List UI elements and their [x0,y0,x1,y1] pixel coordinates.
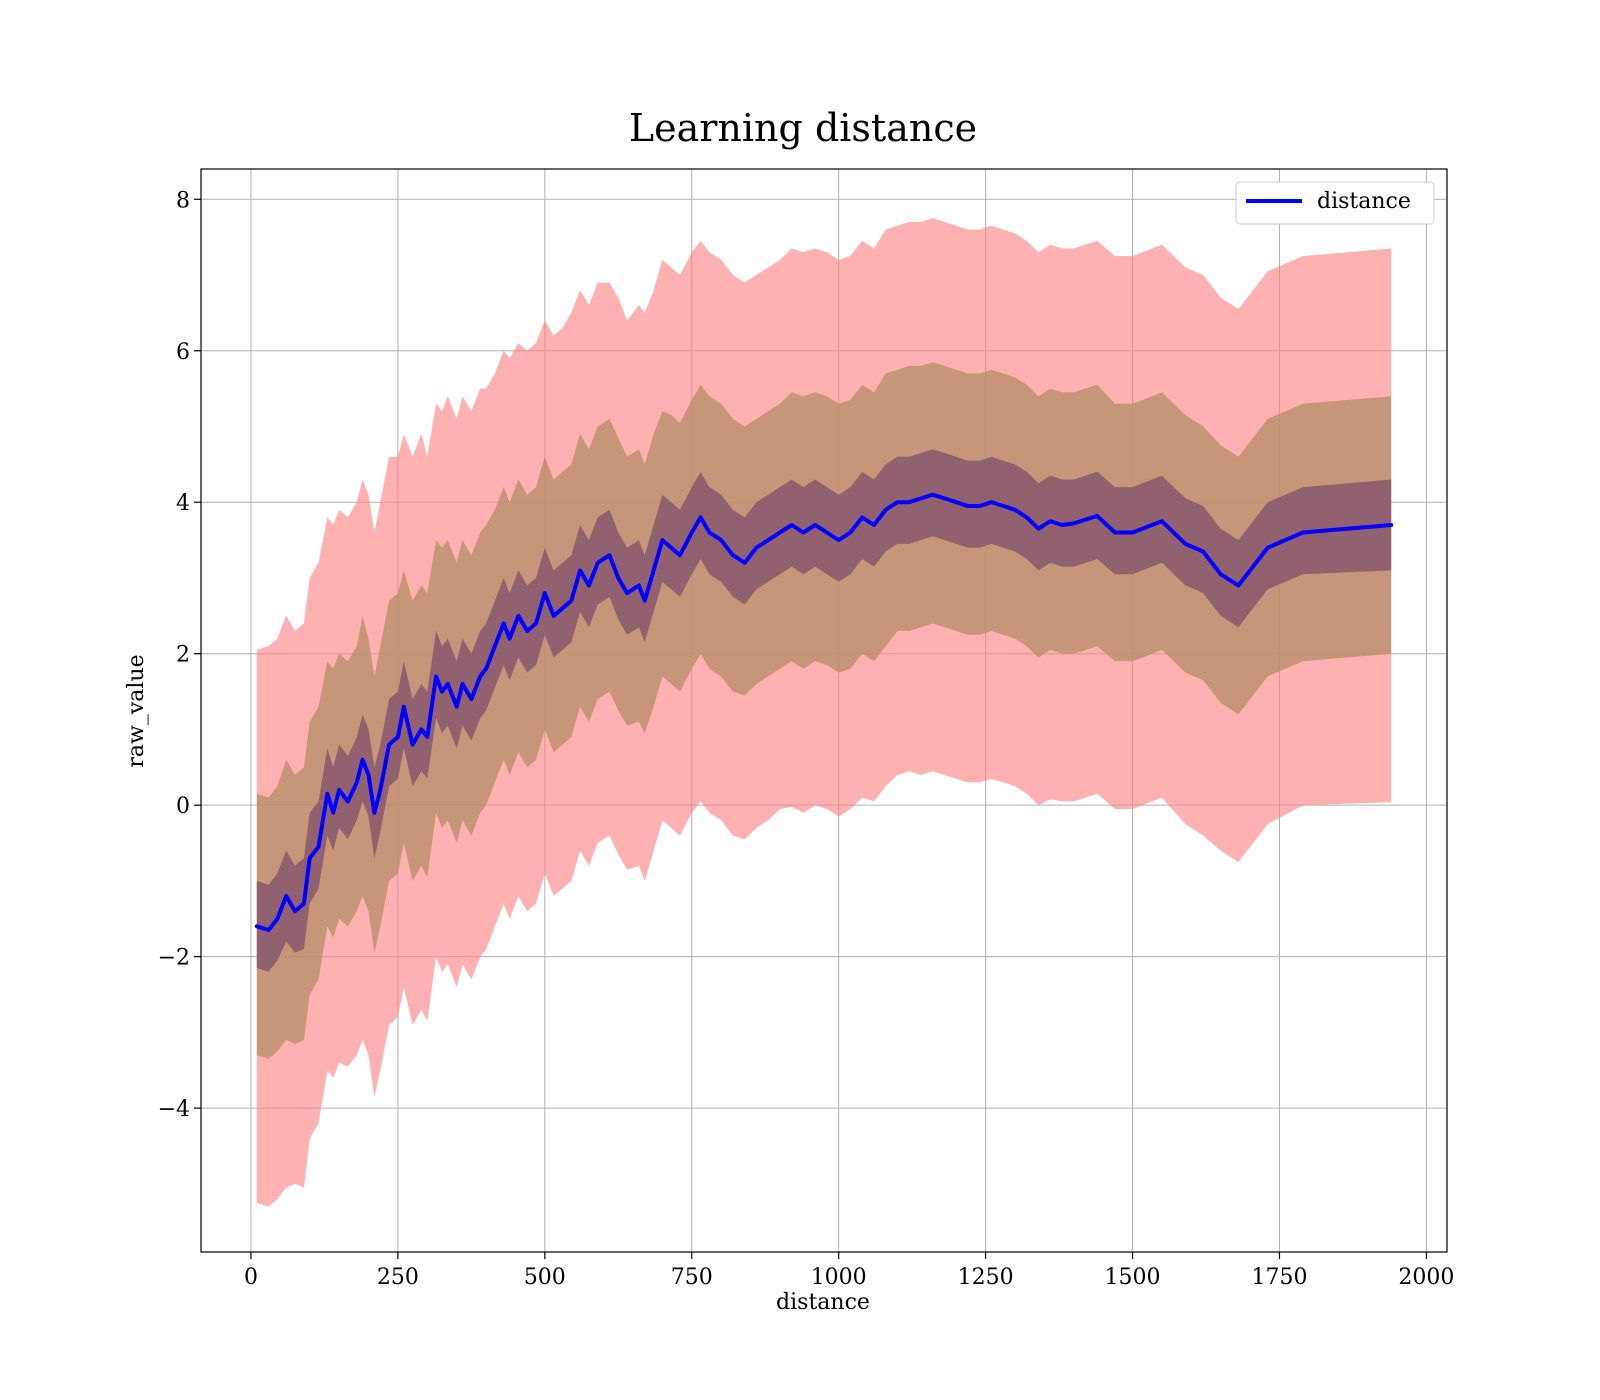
x-tick-label: 2000 [1398,1265,1454,1290]
ticks: 0 250 500 750 1000 1250 1500 1750 2000 −4 −2 0 2 4 6 8 [158,188,1455,1290]
x-tick-label: 0 [244,1265,258,1290]
x-tick-label: 1250 [958,1265,1014,1290]
y-tick-label: 8 [176,188,190,213]
y-tick-label: 2 [176,643,190,668]
y-axis-label: raw_value [124,654,149,767]
y-tick-label: −4 [158,1097,190,1122]
y-tick-label: 4 [176,491,190,516]
y-tick-label: −2 [158,946,190,971]
legend-frame [1235,181,1435,225]
inner-band [256,449,1392,972]
y-tick-label: 6 [176,340,190,365]
x-tick-label: 500 [524,1265,566,1290]
x-tick-label: 1750 [1251,1265,1307,1290]
series-lines [254,492,1394,933]
x-tick-label: 750 [671,1265,713,1290]
x-tick-label: 1500 [1105,1265,1161,1290]
x-tick-label: 250 [377,1265,419,1290]
bands [256,218,1392,1207]
legend: distance [1235,181,1435,225]
y-tick-label: 0 [176,794,190,819]
x-tick-label: 1000 [811,1265,867,1290]
plot-frame [200,168,1448,1253]
series-line-distance [254,492,1394,933]
x-axis-label: distance [776,1290,870,1315]
legend-label-distance: distance [1317,189,1411,214]
chart-title: Learning distance [629,106,977,150]
